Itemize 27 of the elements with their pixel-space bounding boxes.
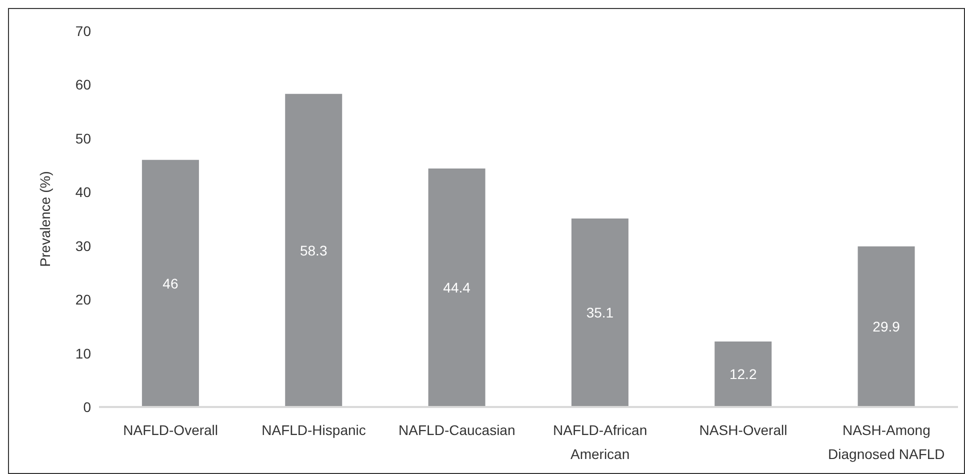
x-tick-label: NAFLD-Caucasian <box>398 422 516 438</box>
bar <box>571 218 628 407</box>
x-tick-label: NAFLD-African American <box>553 422 648 462</box>
data-label: 35.1 <box>586 304 614 321</box>
data-label: 44.4 <box>443 280 471 296</box>
x-tick-label: NASH-Overall <box>699 422 788 438</box>
y-axis-title: Prevalence (%) <box>36 171 53 267</box>
y-tick-label: 50 <box>75 130 92 146</box>
bar <box>714 341 772 407</box>
y-tick-label: 40 <box>75 184 92 200</box>
y-tick-label: 60 <box>75 76 92 93</box>
y-tick-label: 70 <box>75 22 92 39</box>
data-label: 46 <box>162 275 178 292</box>
x-tick-label: NAFLD-Overall <box>123 422 218 438</box>
bar <box>858 246 915 407</box>
bar <box>142 160 199 407</box>
y-tick-label: 30 <box>75 238 92 254</box>
x-tick-label: NAFLD-Hispanic <box>262 422 366 438</box>
y-tick-label: 20 <box>75 292 92 308</box>
bar <box>285 94 342 407</box>
data-label: 58.3 <box>300 242 328 258</box>
bar <box>428 168 486 407</box>
y-tick-label: 10 <box>75 345 92 362</box>
x-tick-label: NASH-Among Diagnosed NAFLD <box>828 422 945 462</box>
data-label: 29.9 <box>872 318 900 335</box>
y-tick-label: 0 <box>83 398 92 415</box>
data-label: 12.2 <box>729 366 757 382</box>
